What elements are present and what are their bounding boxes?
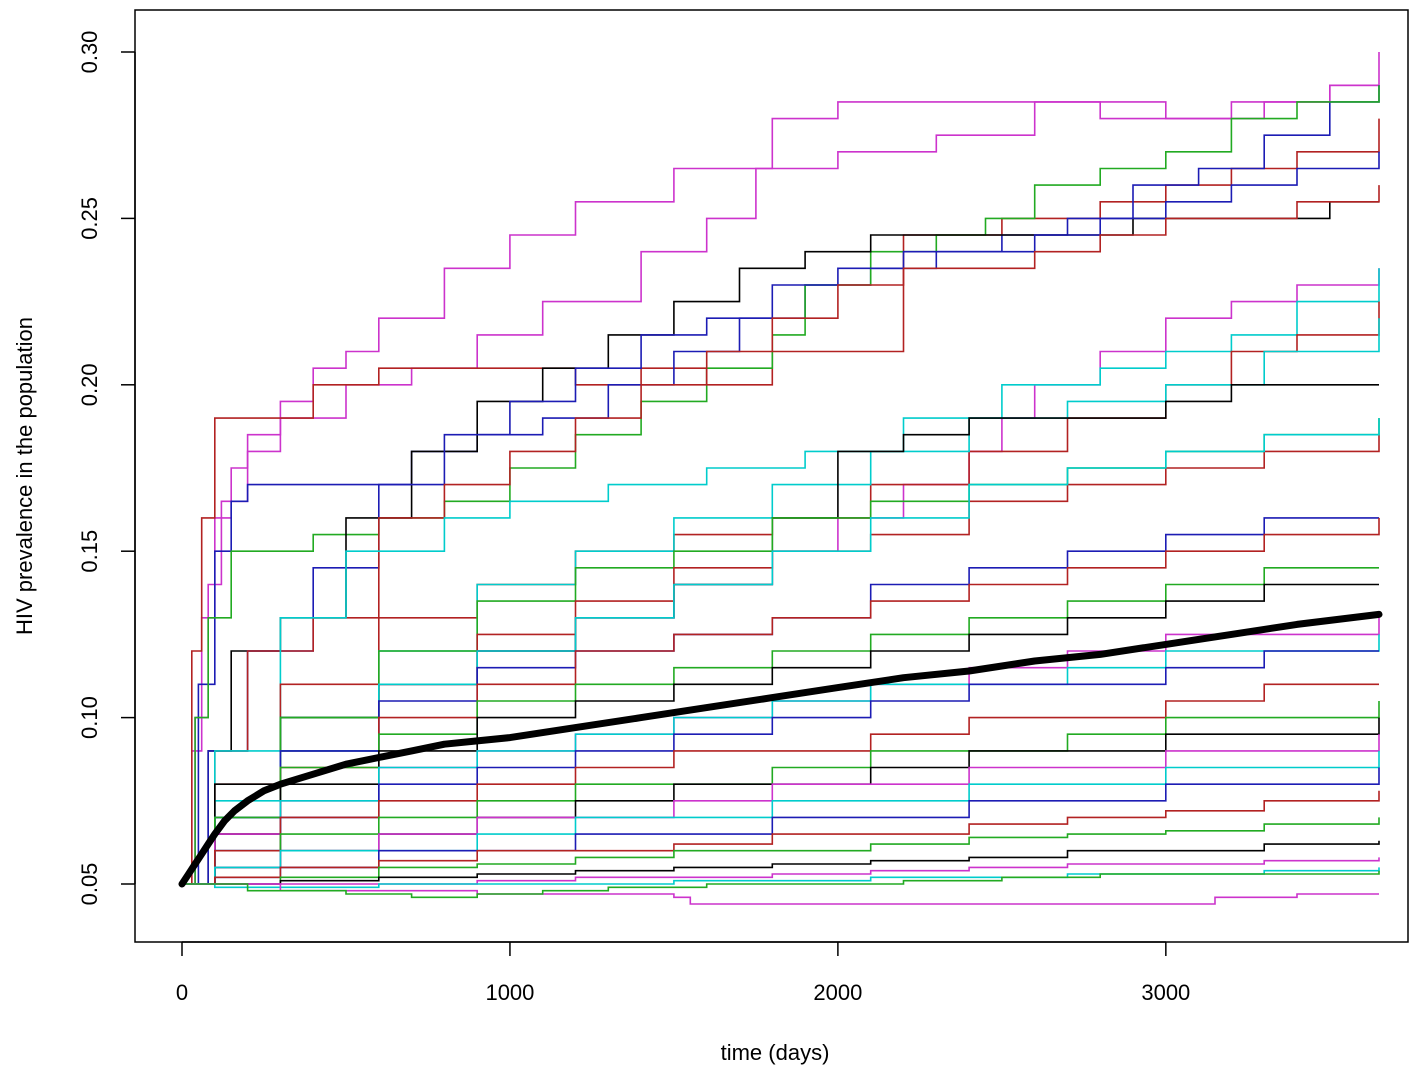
x-axis-title: time (days) bbox=[721, 1040, 830, 1065]
simulation-line-7 bbox=[182, 151, 1380, 885]
simulation-line-27 bbox=[182, 734, 1380, 885]
simulation-line-2 bbox=[182, 84, 1379, 885]
series-layer bbox=[178, 52, 1383, 905]
simulation-line-32 bbox=[182, 840, 1380, 885]
simulation-line-20 bbox=[182, 583, 1379, 885]
simulation-line-28 bbox=[182, 750, 1380, 885]
y-tick-label: 0.20 bbox=[77, 363, 102, 406]
x-tick-label: 1000 bbox=[485, 980, 534, 1005]
x-tick-label: 0 bbox=[176, 980, 188, 1005]
simulation-line-3 bbox=[182, 118, 1380, 885]
x-tick-label: 2000 bbox=[813, 980, 862, 1005]
y-tick-label: 0.30 bbox=[77, 31, 102, 74]
simulation-line-1 bbox=[182, 52, 1380, 885]
y-tick-label: 0.10 bbox=[77, 696, 102, 739]
simulation-line-5 bbox=[182, 85, 1380, 885]
simulation-line-6 bbox=[182, 201, 1379, 885]
y-tick-label: 0.05 bbox=[77, 863, 102, 906]
y-tick-label: 0.25 bbox=[77, 197, 102, 240]
simulation-line-9 bbox=[182, 268, 1380, 885]
x-tick-label: 3000 bbox=[1141, 980, 1190, 1005]
simulation-line-11 bbox=[182, 301, 1380, 885]
simulation-line-19 bbox=[182, 567, 1379, 885]
axes-layer: 0 1000 2000 3000 0.05 0.10 0.15 0.20 0.25 0.30 bbox=[77, 31, 1190, 1005]
y-axis-title: HIV prevalence in the population bbox=[12, 317, 37, 635]
simulation-line-35 bbox=[182, 883, 1379, 905]
simulation-line-24 bbox=[182, 683, 1379, 885]
simulation-line-30 bbox=[182, 790, 1380, 885]
mean-prevalence-line bbox=[178, 610, 1383, 888]
simulation-line-10 bbox=[182, 268, 1380, 885]
simulation-line-25 bbox=[182, 701, 1380, 885]
y-tick-label: 0.15 bbox=[77, 530, 102, 573]
simulation-line-36 bbox=[182, 870, 1380, 899]
